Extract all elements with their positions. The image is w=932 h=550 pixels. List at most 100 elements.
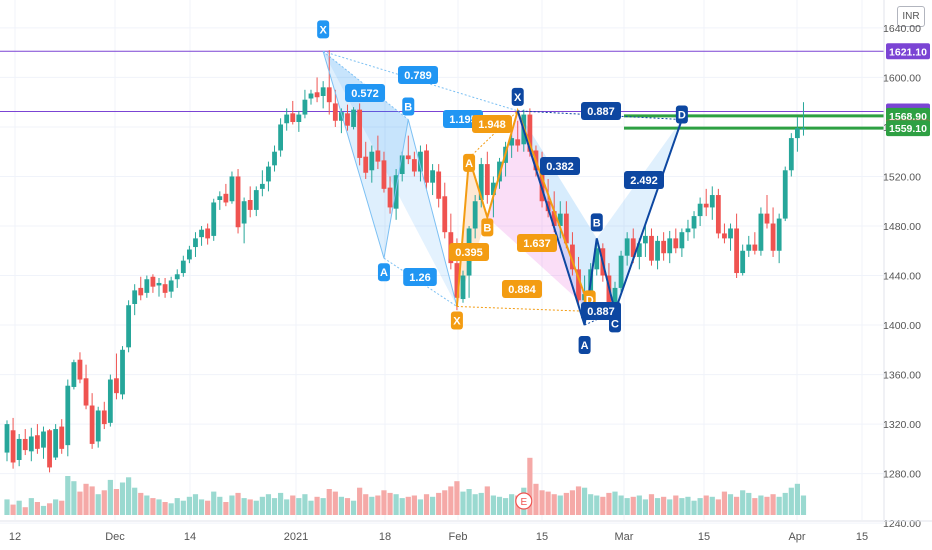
- volume-bar: [588, 494, 594, 515]
- candle-body: [405, 155, 411, 160]
- volume-bar: [667, 499, 673, 515]
- candle-body: [47, 430, 52, 468]
- volume-bar: [509, 494, 515, 515]
- navy-ratio-label-bg: [624, 171, 664, 189]
- candle-body: [59, 426, 65, 449]
- volume-bar: [375, 495, 381, 515]
- light-point-label-bg: [317, 20, 330, 39]
- candle-body: [649, 235, 654, 261]
- volume-bar: [606, 492, 612, 515]
- candle-body: [180, 260, 186, 274]
- volume-bar: [551, 494, 557, 515]
- volume-bar: [350, 500, 357, 515]
- volume-bar: [198, 499, 205, 515]
- volume-bar: [387, 492, 393, 515]
- currency-button[interactable]: INR: [897, 6, 925, 27]
- volume-bar: [53, 499, 59, 515]
- volume-bar: [253, 500, 259, 515]
- volume-bar: [235, 492, 241, 515]
- light-pattern-line: [322, 51, 458, 307]
- candle-body: [235, 176, 241, 228]
- candle-body: [551, 211, 557, 226]
- volume-bar: [107, 479, 113, 515]
- candle-body: [266, 166, 271, 182]
- candle-body: [734, 228, 739, 274]
- candle-body: [65, 385, 71, 446]
- candle-body: [418, 151, 423, 172]
- navy-ratio-label: 0.382: [546, 161, 574, 173]
- candle-body: [411, 159, 417, 172]
- price-badge-label: 1559.10: [889, 123, 927, 135]
- candle-body: [114, 378, 119, 394]
- navy-ratio-label: 0.887: [587, 306, 615, 318]
- volume-bar: [59, 500, 65, 515]
- candle-body: [570, 244, 575, 270]
- time-tick-label: 15: [856, 531, 868, 543]
- horizontal-price-lines: [0, 50, 884, 130]
- volume-bar: [533, 483, 539, 515]
- light-point-label-bg: [402, 97, 415, 116]
- navy-ratio-label-bg: [540, 157, 580, 175]
- candle-body: [253, 190, 259, 210]
- candle-body: [491, 182, 496, 196]
- candle-body: [478, 164, 484, 200]
- candle-body: [296, 114, 302, 122]
- candle-body: [643, 235, 648, 244]
- candle-body: [442, 196, 448, 233]
- candle-body: [801, 128, 806, 130]
- volume-bar: [758, 495, 764, 515]
- navy-point-label-bg: [511, 87, 524, 106]
- navy-pattern-line: [516, 110, 683, 326]
- light-point-label: X: [319, 24, 327, 36]
- candle-body: [576, 269, 581, 301]
- price-tick-label: 1480.00: [883, 221, 921, 233]
- candle-body: [101, 410, 107, 425]
- volume-bar: [654, 498, 661, 515]
- candle-body: [715, 195, 721, 234]
- orange-point-label: D: [586, 294, 594, 306]
- candle-body: [168, 280, 174, 292]
- volume-bar: [697, 498, 703, 515]
- price-tick-label: 1600.00: [883, 72, 921, 84]
- candle-body: [77, 359, 83, 380]
- volume-bar: [460, 491, 466, 515]
- volume-bars: E: [4, 457, 807, 515]
- volume-bar: [472, 494, 478, 515]
- volume-bar: [265, 494, 272, 515]
- volume-bar: [490, 495, 496, 515]
- candle-body: [606, 275, 612, 308]
- volume-bar: [247, 499, 253, 515]
- candle-body: [703, 203, 709, 208]
- price-badge: [886, 43, 930, 60]
- volume-bar: [174, 498, 180, 515]
- candle-body: [782, 170, 788, 219]
- orange-pattern-line: [455, 107, 592, 312]
- candle-body: [41, 431, 46, 448]
- light-point-label: A: [380, 267, 388, 279]
- navy-point-label: A: [581, 340, 589, 352]
- light-point-label-bg: [450, 311, 463, 330]
- candle-body: [217, 196, 223, 200]
- candle-body: [393, 175, 399, 209]
- volume-bar: [284, 499, 290, 515]
- price-tick-label: 1240.00: [883, 518, 921, 530]
- navy-ratio-label: 0.887: [587, 106, 615, 118]
- candle-body: [357, 109, 363, 158]
- pattern-lines: [322, 50, 683, 326]
- volume-bar: [186, 496, 192, 515]
- candle-body: [363, 156, 369, 173]
- candle-body: [351, 109, 356, 127]
- candle-body: [630, 238, 636, 257]
- pattern-labels: X A B X 0.572 0.789 1.26 1.195 A B D 0.395 1.948 1.63…: [317, 20, 688, 355]
- navy-ratio-line: [517, 110, 682, 121]
- volume-bar: [144, 495, 150, 515]
- volume-bar: [156, 499, 162, 515]
- volume-bar: [10, 504, 16, 515]
- candle-body: [697, 203, 703, 217]
- volume-bar: [101, 490, 107, 515]
- candle-body: [10, 430, 16, 463]
- volume-bar: [338, 496, 344, 515]
- time-tick-label: 12: [9, 531, 21, 543]
- candle-body: [314, 92, 320, 98]
